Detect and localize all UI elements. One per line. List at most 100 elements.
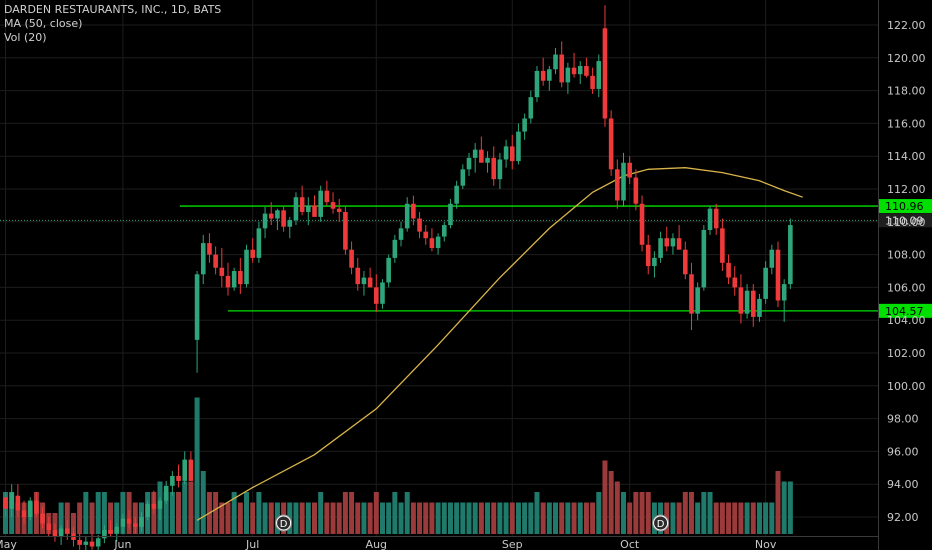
candle[interactable]: [404, 197, 410, 232]
candle[interactable]: [553, 47, 558, 75]
candle[interactable]: [738, 274, 744, 324]
candle[interactable]: [238, 257, 243, 294]
candle[interactable]: [318, 185, 323, 222]
candle[interactable]: [244, 244, 249, 288]
candle[interactable]: [559, 41, 564, 88]
candle[interactable]: [720, 218, 725, 271]
candle[interactable]: [367, 267, 373, 288]
candle[interactable]: [361, 271, 367, 296]
candle[interactable]: [788, 218, 793, 290]
candle[interactable]: [565, 62, 571, 94]
candle[interactable]: [652, 251, 657, 278]
candle[interactable]: [775, 241, 781, 308]
candle[interactable]: [374, 274, 379, 312]
candle[interactable]: [509, 134, 515, 170]
candle[interactable]: [627, 156, 632, 185]
candle[interactable]: [40, 507, 45, 529]
candle[interactable]: [139, 512, 144, 532]
candle[interactable]: [386, 254, 391, 288]
candle[interactable]: [170, 471, 175, 496]
candle[interactable]: [145, 500, 150, 521]
candle[interactable]: [689, 262, 694, 331]
candle[interactable]: [497, 152, 503, 189]
candle[interactable]: [355, 257, 361, 291]
candle[interactable]: [503, 139, 509, 168]
candle[interactable]: [460, 164, 466, 189]
candle[interactable]: [349, 241, 354, 275]
candle[interactable]: [151, 490, 157, 514]
candle[interactable]: [781, 279, 787, 322]
candle[interactable]: [275, 208, 280, 230]
candle[interactable]: [95, 535, 101, 550]
candle[interactable]: [435, 233, 441, 255]
candle[interactable]: [645, 234, 651, 275]
candle[interactable]: [596, 54, 602, 98]
candle[interactable]: [757, 293, 762, 322]
candle[interactable]: [417, 211, 422, 239]
candle[interactable]: [466, 152, 472, 176]
candle[interactable]: [571, 52, 577, 78]
candle[interactable]: [182, 451, 188, 485]
candle[interactable]: [15, 484, 21, 517]
candle[interactable]: [676, 225, 682, 250]
candle[interactable]: [411, 195, 416, 226]
candle[interactable]: [750, 284, 756, 327]
candle[interactable]: [114, 523, 120, 542]
candle[interactable]: [491, 146, 497, 186]
candle[interactable]: [52, 523, 58, 542]
candle[interactable]: [89, 533, 95, 550]
candle[interactable]: [46, 517, 52, 537]
candle[interactable]: [621, 152, 626, 208]
candle[interactable]: [21, 500, 27, 524]
candle[interactable]: [744, 284, 750, 319]
candle[interactable]: [479, 136, 484, 163]
candle[interactable]: [695, 282, 700, 321]
candle[interactable]: [633, 169, 639, 211]
candle[interactable]: [9, 484, 14, 517]
candle[interactable]: [207, 233, 212, 263]
candle[interactable]: [547, 66, 552, 91]
candle[interactable]: [3, 492, 8, 517]
candle[interactable]: [188, 451, 194, 481]
candle[interactable]: [343, 205, 348, 255]
candle[interactable]: [528, 90, 534, 124]
candle[interactable]: [701, 225, 707, 291]
candle[interactable]: [429, 228, 435, 252]
candle[interactable]: [534, 66, 540, 103]
candle[interactable]: [126, 510, 132, 529]
candle[interactable]: [83, 536, 89, 550]
candle[interactable]: [281, 205, 286, 232]
candle[interactable]: [726, 254, 731, 285]
candle[interactable]: [392, 234, 398, 263]
candle[interactable]: [102, 525, 107, 544]
candle[interactable]: [664, 226, 670, 252]
candle[interactable]: [108, 520, 113, 537]
candle[interactable]: [448, 198, 453, 229]
candle[interactable]: [472, 143, 478, 173]
candle[interactable]: [540, 57, 546, 86]
candle[interactable]: [299, 185, 305, 216]
candle[interactable]: [516, 123, 521, 165]
candle[interactable]: [577, 61, 583, 85]
candle[interactable]: [454, 180, 459, 209]
candle[interactable]: [306, 197, 311, 226]
candle[interactable]: [584, 57, 589, 78]
candle[interactable]: [268, 202, 274, 226]
candle[interactable]: [608, 110, 614, 176]
candle[interactable]: [77, 533, 82, 550]
candle[interactable]: [132, 517, 138, 534]
volume-indicator-label[interactable]: Vol (20): [4, 31, 47, 44]
candle[interactable]: [590, 67, 595, 94]
candle[interactable]: [615, 159, 620, 209]
candle[interactable]: [225, 262, 231, 296]
candle[interactable]: [522, 113, 527, 140]
candle[interactable]: [441, 221, 447, 242]
candle[interactable]: [262, 207, 268, 239]
candle[interactable]: [324, 180, 330, 206]
candle[interactable]: [287, 216, 293, 239]
candle[interactable]: [763, 261, 768, 304]
candle[interactable]: [157, 497, 163, 521]
candle[interactable]: [256, 221, 262, 263]
candle[interactable]: [34, 492, 39, 517]
